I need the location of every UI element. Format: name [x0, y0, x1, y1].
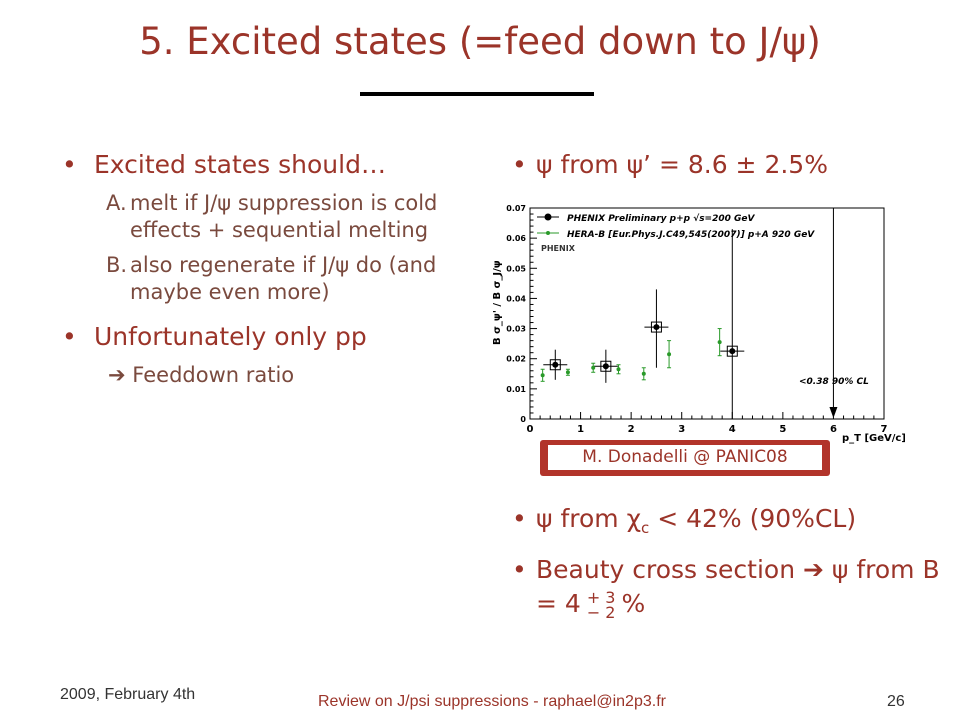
sub-item-a: A. melt if J/ψ suppression is cold effect… [106, 190, 472, 244]
herab-point [667, 352, 672, 357]
x-tick-label: 4 [729, 424, 736, 435]
y-tick-label: 0.05 [506, 264, 526, 273]
source-badge: M. Donadelli @ PANIC08 [540, 440, 830, 476]
x-tick-label: 6 [830, 424, 837, 435]
phenix-sys-box [600, 360, 612, 372]
beauty-text-mid: ψ from B = 4 [536, 555, 940, 618]
x-tick-label: 7 [881, 424, 888, 435]
x-tick-label: 5 [779, 424, 786, 435]
herab-point [717, 340, 722, 345]
phenix-point [653, 324, 660, 331]
herab-point [641, 371, 646, 376]
y-tick-label: 0.02 [506, 355, 526, 364]
sub-item-b: B. also regenerate if J/ψ do (and maybe e… [106, 252, 472, 306]
herab-point [540, 373, 545, 378]
x-tick-label: 2 [628, 424, 635, 435]
phenix-point [729, 348, 736, 355]
phenix-sys-box [650, 321, 662, 333]
sub-item-b-text: also regenerate if J/ψ do (and maybe eve… [130, 253, 437, 304]
sub-item-a-text: melt if J/ψ suppression is cold effects … [130, 191, 438, 242]
footer-date: 2009, February 4th [60, 686, 196, 703]
herab-point [616, 367, 621, 372]
bullet-beauty: Beauty cross section ➔ ψ from B = 4+ 3− … [512, 553, 942, 621]
beauty-uncertainty: + 3− 2 [586, 588, 616, 622]
bullet-psi-from-chi: ψ from χc < 42% (90%CL) [512, 502, 942, 545]
y-tick-label: 0.04 [506, 294, 526, 303]
right-arrow-icon: ➔ [803, 555, 824, 584]
right-column-bottom: ψ from χc < 42% (90%CL) Beauty cross sec… [512, 502, 942, 621]
sub-item-a-label: A. [106, 191, 127, 215]
phenix-sys-box [549, 359, 561, 371]
chi-text-pre: ψ from χ [536, 504, 642, 533]
y-tick-label: 0.07 [506, 204, 526, 213]
bullet-excited-states: Excited states should… [62, 148, 472, 182]
feeddown-text: Feeddown ratio [132, 363, 295, 387]
chi-subscript: c [641, 519, 650, 537]
x-tick-label: 3 [678, 424, 685, 435]
feeddown-line: ➔ Feeddown ratio [108, 362, 472, 389]
bullet-psi-prime: ψ from ψ’ = 8.6 ± 2.5% [512, 148, 942, 182]
herab-point [591, 365, 596, 370]
beauty-text-post: % [621, 589, 646, 618]
slide-title: 5. Excited states (=feed down to J/ψ) [139, 20, 821, 63]
y-tick-label: 0.03 [506, 325, 526, 334]
footer-center: Review on J/psi suppressions - raphael@i… [318, 693, 666, 710]
y-tick-label: 0.06 [506, 234, 526, 243]
source-badge-text: M. Donadelli @ PANIC08 [548, 445, 822, 470]
legend-herab-marker [546, 231, 550, 235]
x-tick-label: 0 [527, 424, 534, 435]
x-tick-label: 1 [577, 424, 584, 435]
page-number: 26 [887, 693, 905, 710]
y-axis-label: B σ_ψ' / B σ_J/ψ [492, 260, 503, 345]
legend-phenix-marker [544, 213, 552, 221]
y-tick-label: 0 [520, 415, 526, 424]
beauty-minus: − 2 [586, 603, 616, 622]
y-tick-label: 0.01 [506, 385, 526, 394]
plot-frame [529, 207, 885, 420]
phenix-point [602, 363, 609, 370]
limit-arrow-head [829, 407, 838, 418]
bullet-only-pp: Unfortunately only pp [62, 320, 472, 354]
beauty-text-pre: Beauty cross section [536, 555, 796, 584]
phenix-point [552, 361, 559, 368]
beauty-plus: + 3 [586, 588, 616, 607]
phenix-logo: PHENIX [541, 244, 576, 253]
chi-text-post: < 42% (90%CL) [649, 504, 857, 533]
x-axis-label: p_T [GeV/c] [842, 433, 905, 444]
feeddown-chart: 0 1 2 3 4 5 6 7 0 0.01 0.02 0.03 0.04 0.05 0.06 0.07 PH… [487, 195, 906, 450]
right-column-top: ψ from ψ’ = 8.6 ± 2.5% [512, 148, 942, 182]
title-underline [360, 92, 594, 96]
herab-point [565, 370, 570, 375]
chart-svg: 0 1 2 3 4 5 6 7 0 0.01 0.02 0.03 0.04 0.05 0.06 0.07 PH… [487, 195, 906, 450]
legend-herab-label: HERA-B [Eur.Phys.J.C49,545(2007)] p+A 92… [567, 230, 815, 240]
phenix-sys-box [726, 345, 738, 357]
sub-item-b-label: B. [106, 253, 128, 277]
left-column: Excited states should… A.melt if J/ψ sup… [62, 148, 472, 389]
limit-label: <0.38 90% CL [799, 377, 869, 387]
right-arrow-icon: ➔ [108, 363, 126, 387]
legend-phenix-label: PHENIX Preliminary p+p √s=200 GeV [567, 213, 756, 224]
